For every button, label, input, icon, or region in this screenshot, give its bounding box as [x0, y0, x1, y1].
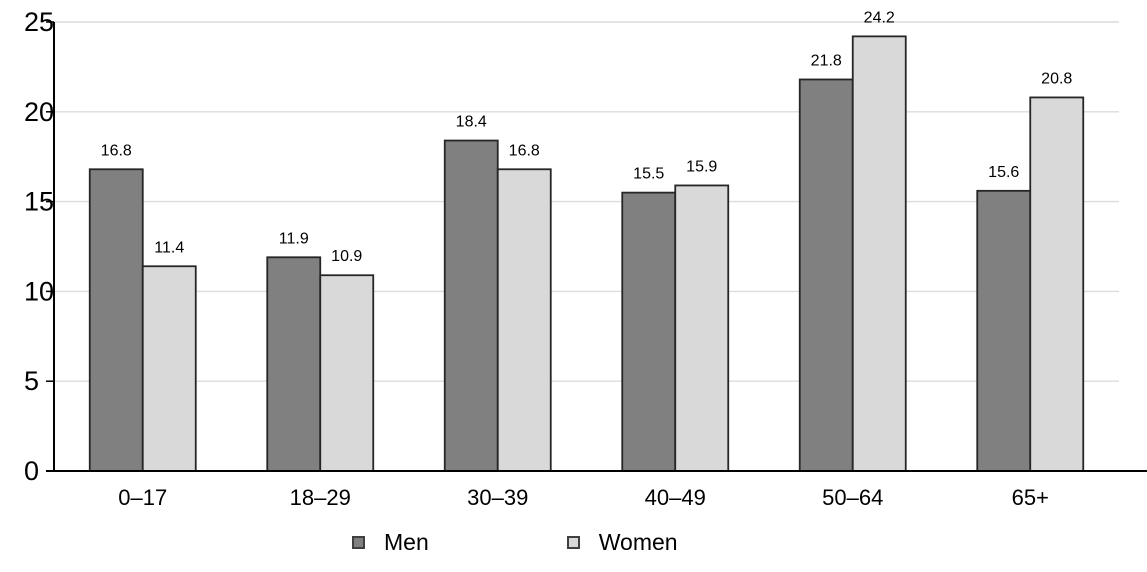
bar-value-label: 16.8 [509, 142, 540, 159]
bar-men-2 [443, 139, 499, 472]
bar-women-0 [141, 265, 197, 472]
y-tick-label: 5 [24, 366, 39, 396]
bar-value-label: 15.5 [633, 166, 664, 183]
bar-men-5 [976, 189, 1032, 472]
chart-legend: Men Women [352, 531, 678, 554]
y-tick-label: 0 [24, 456, 39, 486]
bar-women-2 [496, 168, 552, 472]
bar-value-label: 24.2 [864, 9, 895, 26]
legend-label-men: Men [384, 529, 429, 555]
bar-value-label: 16.8 [101, 142, 132, 159]
bar-men-0 [88, 168, 144, 472]
legend-swatch-women-icon [566, 536, 580, 549]
bar-value-label: 10.9 [331, 248, 362, 265]
legend-label-women: Women [598, 529, 678, 555]
bar-women-4 [851, 35, 907, 472]
legend-swatch-men-icon [352, 536, 365, 549]
bar-value-label: 21.8 [811, 52, 842, 69]
bar-value-label: 15.6 [988, 164, 1019, 181]
bar-men-4 [798, 78, 854, 472]
y-tick-label: 15 [24, 187, 54, 217]
x-category-label: 0–17 [118, 485, 167, 510]
x-category-label: 50–64 [822, 485, 883, 510]
bar-men-3 [621, 191, 677, 472]
bar-value-label: 11.4 [154, 239, 184, 256]
y-tick-label: 20 [24, 97, 54, 127]
x-category-label: 40–49 [645, 485, 706, 510]
bar-value-label: 18.4 [456, 114, 487, 131]
bar-women-5 [1029, 96, 1085, 472]
bar-value-label: 15.9 [686, 158, 717, 175]
bar-value-label: 11.9 [279, 230, 309, 247]
y-tick-label: 25 [24, 7, 54, 37]
x-category-label: 65+ [1012, 485, 1049, 510]
legend-item-men: Men [352, 531, 429, 554]
bar-men-1 [266, 256, 322, 472]
x-category-label: 18–29 [290, 485, 351, 510]
bar-women-3 [674, 184, 730, 472]
x-category-label: 30–39 [467, 485, 528, 510]
bar-value-label: 20.8 [1041, 70, 1072, 87]
y-tick-label: 10 [24, 276, 54, 306]
bar-women-1 [319, 274, 375, 472]
legend-item-women: Women [566, 529, 678, 555]
